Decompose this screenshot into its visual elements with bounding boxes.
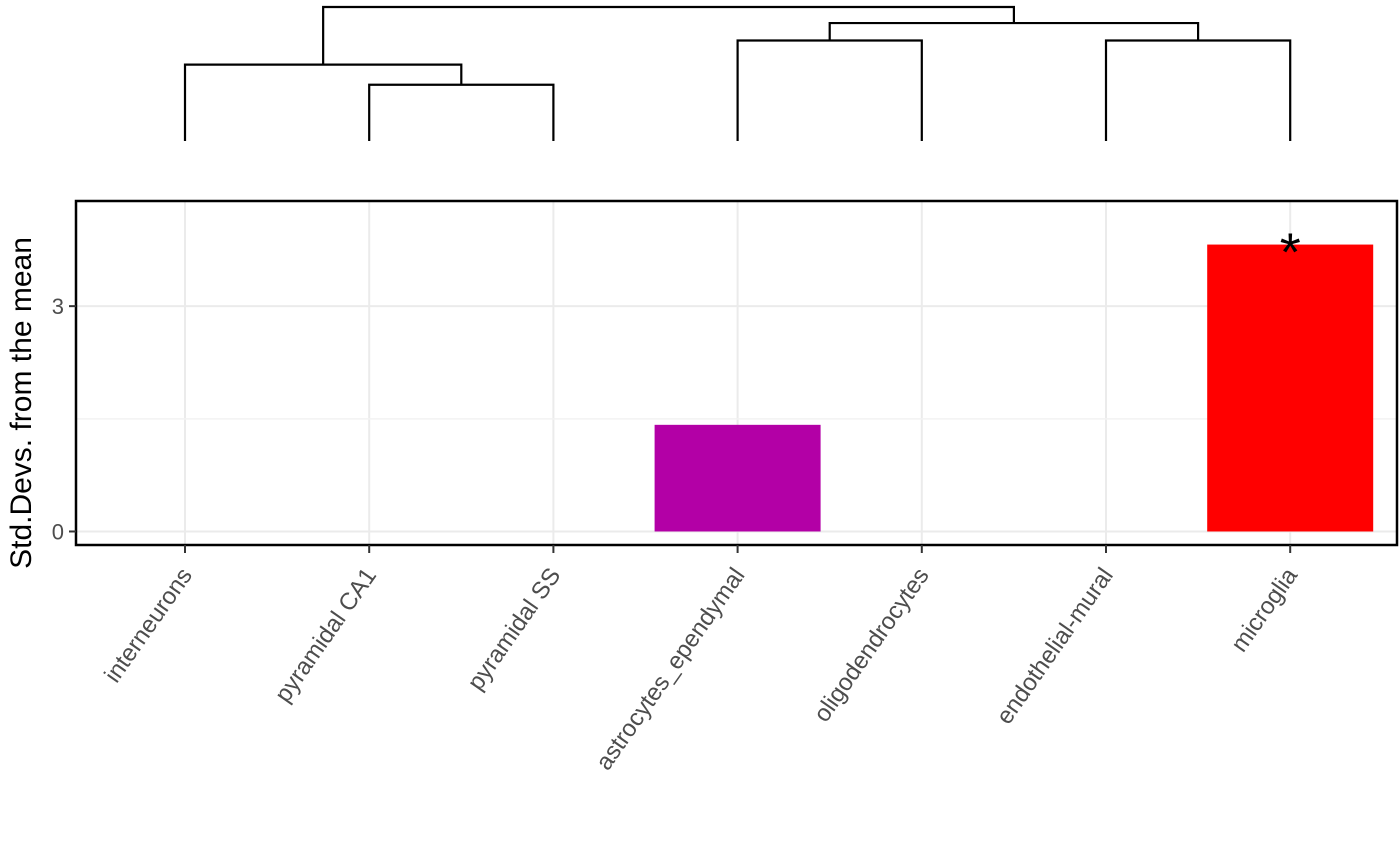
x-tick-label: interneurons <box>99 563 198 688</box>
significance-marker: * <box>1280 223 1301 283</box>
dendrogram-link <box>183 63 463 141</box>
annotations: * <box>1280 223 1301 283</box>
dendrogram-link <box>1104 39 1292 141</box>
y-tick-label: 0 <box>52 519 64 544</box>
x-tick-label: pyramidal SS <box>462 563 566 695</box>
axes: 0 3 interneurons pyramidal CA1 pyramidal SS a… <box>52 294 1304 775</box>
bars <box>654 244 1374 532</box>
x-tick-label: astrocytes_ependymal <box>591 563 751 775</box>
dendrogram-link <box>736 39 923 141</box>
dendrogram <box>183 5 1292 141</box>
bar-astrocytes-ependymal <box>654 424 821 532</box>
x-tick-label: microglia <box>1226 562 1304 657</box>
x-tick-label: pyramidal CA1 <box>270 563 382 707</box>
y-tick-label: 3 <box>52 294 64 319</box>
dendrogram-link <box>828 21 1200 41</box>
x-tick-label: endothelial-mural <box>991 563 1119 729</box>
dendrogram-link <box>322 5 1015 65</box>
dendrogram-link <box>368 83 555 141</box>
y-axis-title: Std.Devs. from the mean <box>5 237 38 569</box>
x-tick-label: oligodendrocytes <box>809 563 935 727</box>
bar-microglia <box>1207 244 1374 532</box>
panel-border <box>74 199 1399 547</box>
